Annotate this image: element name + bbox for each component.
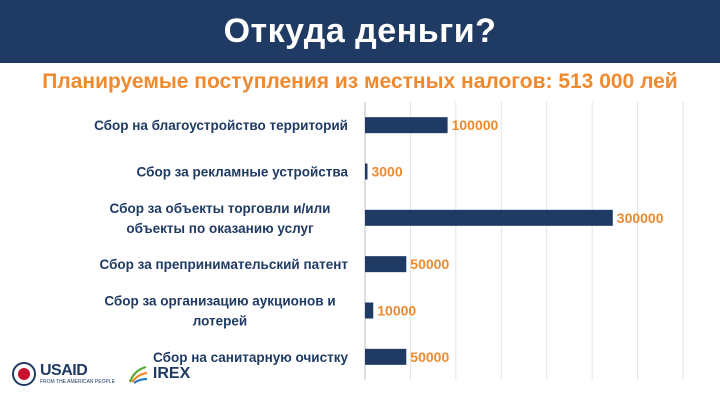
bar [365,302,374,319]
usaid-tagline: FROM THE AMERICAN PEOPLE [40,379,115,385]
data-label: 100000 [452,117,499,133]
page-title: Откуда деньги? [223,12,497,50]
logo-strip: USAID FROM THE AMERICAN PEOPLE IREX [12,354,190,394]
data-label: 300000 [617,210,664,226]
bar [365,163,368,180]
category-label: Сбор за преприниматель­ский патент [100,257,349,272]
data-label: 10000 [377,303,416,319]
category-label: лотерей [193,314,247,329]
bar [365,348,407,365]
usaid-wordmark: USAID [40,362,88,379]
bar [365,117,448,134]
category-label: объекты по оказанию услуг [126,221,314,236]
usaid-logo: USAID FROM THE AMERICAN PEOPLE [40,363,115,385]
title-banner: Откуда деньги? [0,0,720,63]
category-label: Сбор на санитарную очистку [153,350,348,365]
data-label: 50000 [410,256,449,272]
category-label: Сбор за рекламные устройства [137,165,349,180]
category-label: Сбор за объекты торговли и/или [110,201,331,216]
category-label: Сбор на благоустройство территорий [94,118,348,133]
irex-wordmark: IREX [152,365,191,382]
chart-subtitle: Планируемые поступления из местных налог… [42,70,678,93]
category-label: Сбор за организацию аукционов и [104,294,335,309]
bar [365,256,407,273]
bar [365,209,613,226]
data-label: 3000 [371,164,402,180]
data-label: 50000 [410,349,449,365]
irex-leaf-icon [128,365,148,384]
usaid-seal-icon [12,362,36,386]
